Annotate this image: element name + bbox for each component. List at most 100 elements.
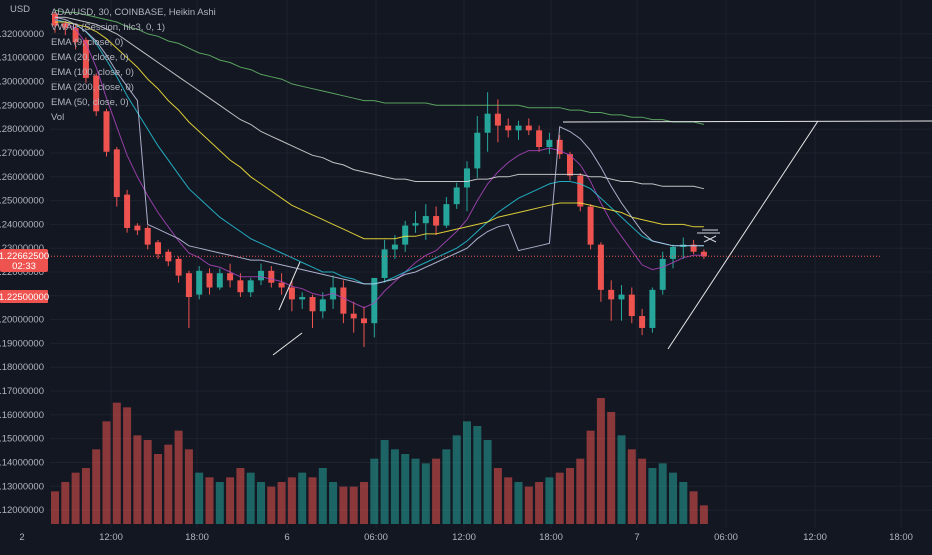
candle-body (391, 244, 398, 250)
time-tick-label: 12:00 (99, 532, 123, 543)
volume-bar (535, 482, 544, 524)
candle-body (402, 225, 409, 245)
volume-bar (473, 426, 482, 524)
volume-bar (483, 440, 492, 524)
candle-body (443, 204, 450, 226)
time-tick-label: 12:00 (452, 532, 476, 543)
symbol-title: ADA/USD, 30, COINBASE, Heikin Ashi (51, 7, 216, 18)
candle-body (288, 287, 295, 300)
candle-body (639, 316, 646, 328)
candle-body (515, 125, 522, 131)
indicator-line (54, 19, 704, 309)
volume-bar (102, 421, 111, 524)
candle-body (361, 318, 367, 324)
drawing-marker-icon[interactable] (697, 229, 720, 243)
price-tick-label: 1.32000000 (0, 29, 44, 40)
volume-bar (658, 463, 667, 524)
indicator-line (54, 16, 704, 285)
candle-body (72, 27, 79, 43)
legend: ADA/USD, 30, COINBASE, Heikin Ashi VWAP … (51, 7, 216, 123)
volume-bar (154, 454, 162, 524)
volume-bar (92, 449, 101, 524)
candle-body (670, 247, 676, 259)
indicator-line (54, 9, 705, 125)
volume-bar (442, 449, 451, 524)
candle-body (484, 113, 491, 133)
price-tick-label: 1.16000000 (0, 410, 44, 421)
time-tick-label: 18:00 (889, 532, 913, 543)
legend-item: EMA (200, close, 0) (51, 82, 134, 93)
candle-body (309, 297, 316, 312)
volume-bar (308, 477, 317, 524)
price-tag-secondary: 1.22500000 (0, 290, 49, 303)
current-price-value: 1.22662500 (0, 251, 49, 262)
volume-bar (246, 472, 255, 524)
volume-bar (71, 472, 80, 524)
candle-body (62, 23, 69, 28)
trendline-left[interactable] (278, 261, 301, 311)
candle-body (649, 289, 656, 328)
candle-body (525, 125, 532, 131)
price-tick-label: 1.24000000 (0, 219, 44, 230)
indicator-line (54, 19, 704, 285)
trendline-horizontal[interactable] (562, 120, 932, 123)
time-axis[interactable]: 12:00 18:00 6 06:00 12:00 18:00 7 06:00 12:00 18:… (99, 532, 913, 543)
time-tick-label: 18:00 (185, 532, 209, 543)
candle-body (628, 294, 635, 317)
candle-body (577, 175, 584, 207)
price-tick-label: 1.27000000 (0, 148, 44, 159)
candle-body (474, 132, 481, 169)
price-tick-label: 1.18000000 (0, 362, 44, 373)
volume-bar (277, 482, 286, 524)
volume-bar (432, 458, 441, 524)
volume-bar (123, 407, 132, 524)
indicator-line (55, 21, 704, 240)
candle-body (113, 149, 120, 197)
price-tick-label: 1.19000000 (0, 338, 44, 349)
trendline-support[interactable] (667, 120, 819, 350)
volume-bar (143, 440, 152, 524)
price-tick-label: 1.26000000 (0, 172, 44, 183)
legend-item: EMA (9, close, 0) (51, 37, 123, 48)
volume-bar (81, 468, 90, 524)
legend-item: EMA (100, close, 0) (51, 67, 134, 78)
candle-body (536, 130, 543, 147)
volume-bar (51, 491, 59, 524)
trendline-lower-left[interactable] (272, 332, 303, 356)
candle-body (196, 270, 203, 295)
candle-body (659, 258, 666, 290)
volume-bar (349, 486, 358, 524)
volume-bar (390, 449, 399, 524)
time-tick-label: 6 (284, 532, 289, 543)
currency-badge[interactable] (0, 2, 40, 16)
candle-body (134, 225, 141, 231)
countdown-value: 02:33 (12, 261, 36, 272)
candle-body (216, 273, 223, 288)
candle-body (278, 282, 285, 288)
candle-body (227, 273, 234, 281)
candle-body (237, 280, 244, 293)
price-axis[interactable]: 1.32000000 1.31000000 1.30000000 1.29000000… (0, 29, 44, 516)
candle-body (556, 139, 563, 155)
volume-bar (401, 454, 410, 524)
volume-bar (607, 412, 616, 524)
volume-bar (555, 472, 564, 524)
legend-item: Vol (51, 112, 64, 123)
price-tick-label: 1.28000000 (0, 124, 44, 135)
candle-body (494, 113, 501, 126)
candle-body (608, 289, 615, 300)
volume-bar (370, 458, 379, 524)
legend-item: VWAP (Session, hlc3, 0, 1) (51, 22, 165, 33)
volume-bar (112, 402, 121, 524)
candle-body (412, 223, 419, 226)
price-tick-label: 1.17000000 (0, 386, 44, 397)
volume-bar (195, 472, 204, 524)
volume-bar (298, 472, 307, 524)
time-tick-label: 06:00 (364, 532, 388, 543)
axis-corner-label: 2 (19, 532, 24, 543)
volume-bar (504, 477, 513, 524)
time-tick-label: 12:00 (803, 532, 827, 543)
volume-bar (679, 482, 688, 524)
